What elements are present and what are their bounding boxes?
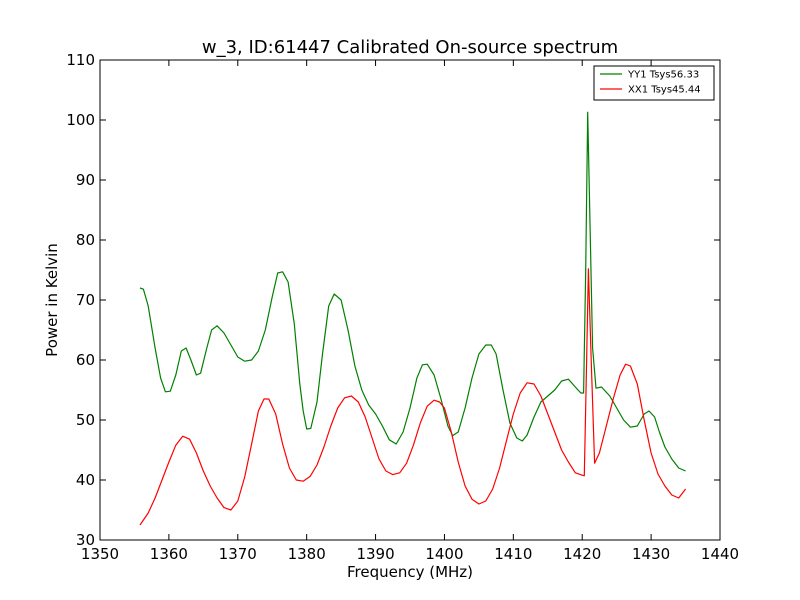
y-tick-label: 50: [76, 411, 95, 429]
plot-frame: [99, 59, 721, 541]
legend-label-1: YY1 Tsys56.33: [627, 70, 699, 81]
y-tick-label: 40: [76, 471, 95, 489]
series-layer: [139, 111, 687, 526]
x-tick-label: 1360: [150, 545, 188, 563]
y-tick-label: 60: [76, 351, 95, 369]
y-axis-label: Power in Kelvin: [43, 243, 61, 357]
x-tick-label: 1350: [81, 545, 119, 563]
x-tick-label: 1400: [425, 545, 463, 563]
x-axis-label: Frequency (MHz): [347, 563, 473, 581]
legend-box: [593, 65, 715, 101]
x-tick-label: 1430: [632, 545, 670, 563]
x-tick-label: 1370: [219, 545, 257, 563]
legend: YY1 Tsys56.33 XX1 Tsys45.44: [593, 65, 715, 101]
plot-area: [100, 60, 720, 540]
y-tick-label: 90: [76, 171, 95, 189]
chart-title: w_3, ID:61447 Calibrated On-source spect…: [202, 37, 618, 58]
series-line-1: [139, 111, 686, 472]
y-tick-label: 80: [76, 231, 95, 249]
tick-layer: 1350 1360 1370 1380 1390 1400 1410 1420 1430 1440…: [66, 51, 739, 563]
x-tick-label: 1420: [563, 545, 601, 563]
y-tick-label: 70: [76, 291, 95, 309]
y-tick-label: 110: [66, 51, 95, 69]
x-tick-label: 1440: [701, 545, 739, 563]
x-tick-label: 1410: [494, 545, 532, 563]
x-tick-label: 1380: [288, 545, 326, 563]
series-line-2: [139, 268, 687, 526]
legend-label-2: XX1 Tsys45.44: [628, 85, 701, 96]
x-tick-label: 1390: [356, 545, 394, 563]
y-tick-label: 100: [66, 111, 95, 129]
y-tick-label: 30: [76, 531, 95, 549]
